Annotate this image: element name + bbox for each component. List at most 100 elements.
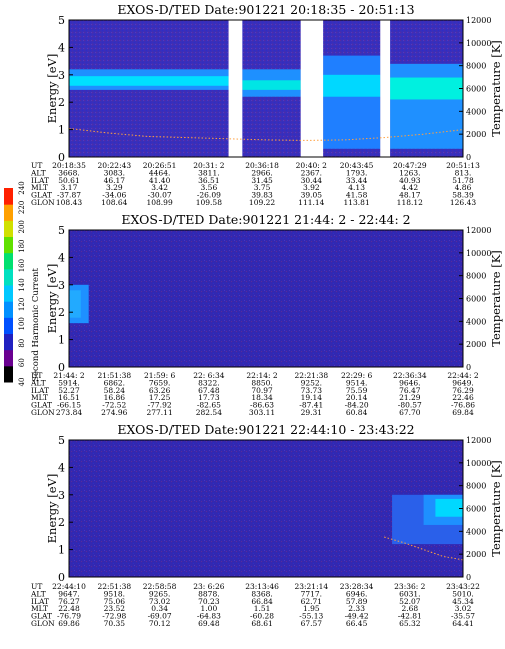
orbit-value: 69.86: [58, 619, 80, 628]
y2-tick-label: 4000: [466, 107, 486, 116]
orbit-value: 70.35: [104, 619, 126, 628]
orbit-value: 108.99: [146, 198, 172, 207]
ion-flux-patch-core: [69, 290, 81, 318]
orbit-value: 23.52: [104, 604, 126, 613]
colorbar-segment: [4, 365, 13, 383]
orbit-value: 70.97: [251, 386, 273, 395]
orbit-value: 18.34: [251, 393, 273, 402]
orbit-value: 70.12: [149, 619, 171, 628]
colorbar-segment: [4, 349, 13, 367]
orbit-value: -60.28: [250, 612, 274, 621]
orbit-value: 29.31: [301, 408, 322, 417]
y-tick-label: 0: [58, 361, 65, 374]
colorbar-segment: [4, 236, 13, 254]
data-gap-3: [380, 20, 391, 157]
energy-band-core-4: [390, 77, 463, 100]
orbit-value: 40.93: [399, 176, 421, 185]
orbit-value: 51.78: [452, 176, 474, 185]
orbit-value: 3.56: [201, 183, 218, 192]
y2-tick-label: 2000: [466, 130, 486, 139]
orbit-value: 274.96: [101, 408, 127, 417]
orbit-value: 23:36: 2: [394, 582, 426, 591]
orbit-value: 22:58:58: [143, 582, 177, 591]
orbit-value: -76.86: [451, 401, 475, 410]
orbit-value: 3.92: [303, 183, 320, 192]
colorbar-segment: [4, 285, 13, 302]
colorbar-tick-label: 240: [18, 181, 26, 194]
orbit-value: 9646.: [399, 378, 420, 387]
orbit-value: 41.40: [149, 176, 171, 185]
orbit-row-label: ALT: [30, 378, 46, 387]
colorbar: 40 60 80 100 120 140 160 180 200 220 240 Second Har…: [4, 181, 41, 386]
orbit-value: 20:18:35: [52, 161, 86, 170]
data-gap-1: [228, 20, 243, 157]
orbit-value: 109.58: [196, 198, 222, 207]
y-tick-label: 1: [58, 544, 65, 557]
orbit-value: -42.81: [398, 612, 422, 621]
orbit-value: -64.83: [197, 612, 221, 621]
energy-band-core-3: [323, 74, 381, 97]
orbit-value: 17.73: [198, 393, 220, 402]
y2-tick-label: 10000: [466, 459, 491, 468]
y2-tick-label: 12000: [466, 16, 491, 25]
orbit-value: 64.41: [452, 619, 473, 628]
colorbar-tick-label: 180: [18, 240, 26, 253]
orbit-value: 62.71: [301, 597, 322, 606]
orbit-value: 66.45: [346, 619, 368, 628]
orbit-row-label: GLON: [31, 198, 55, 207]
orbit-value: 303.11: [249, 408, 275, 417]
orbit-value: 22:36:34: [393, 371, 427, 380]
y2-tick-label: 8000: [466, 272, 486, 281]
orbit-value: 68.61: [251, 619, 272, 628]
orbit-value: 67.57: [301, 619, 323, 628]
data-gap-2: [300, 20, 324, 157]
orbit-value: 8368.: [251, 589, 272, 598]
panel-title: EXOS-D/TED Date:901221 21:44: 2 - 22:44:…: [121, 212, 410, 227]
orbit-value: 6862.: [104, 378, 125, 387]
orbit-value: 2.33: [348, 604, 365, 613]
orbit-value: 36.51: [198, 176, 219, 185]
orbit-value: 22.48: [58, 604, 80, 613]
orbit-value: 22:44: 2: [447, 371, 479, 380]
orbit-value: -87.41: [299, 401, 323, 410]
orbit-value: 3.02: [455, 604, 472, 613]
orbit-value: 50.61: [58, 176, 79, 185]
orbit-value: 1793.: [346, 168, 367, 177]
y-tick-label: 1: [58, 334, 65, 347]
orbit-value: 813.: [455, 168, 472, 177]
y2-tick-label: 4000: [466, 527, 486, 536]
y2-tick-label: 4000: [466, 317, 486, 326]
orbit-row-label: ALT: [30, 168, 46, 177]
orbit-row-label: GLON: [31, 408, 55, 417]
y-tick-label: 2: [58, 306, 65, 319]
orbit-value: 3.75: [254, 183, 271, 192]
orbit-value: 20:40: 2: [296, 161, 328, 170]
spectrogram-background: [69, 230, 463, 367]
colorbar-segment: [4, 188, 13, 205]
spectrogram-panel-3: EXOS-D/TED Date:901221 22:44:10 - 23:43:…: [30, 422, 503, 628]
y2-tick-label: 0: [466, 573, 471, 582]
orbit-value: 22:29: 6: [341, 371, 373, 380]
orbit-row-label: GLAT: [31, 612, 52, 621]
orbit-value: -26.09: [197, 191, 221, 200]
y-tick-label: 5: [58, 14, 65, 27]
orbit-value: 20:51:13: [446, 161, 480, 170]
orbit-value: 3.42: [151, 183, 168, 192]
orbit-value: 108.43: [56, 198, 82, 207]
panel-title: EXOS-D/TED Date:901221 22:44:10 - 23:43:…: [117, 422, 414, 437]
y2-tick-label: 12000: [466, 436, 491, 445]
orbit-value: 3.17: [61, 183, 78, 192]
orbit-value: 4.86: [455, 183, 472, 192]
y2-tick-label: 2000: [466, 550, 486, 559]
orbit-value: -49.42: [345, 612, 369, 621]
y2-tick-label: 10000: [466, 39, 491, 48]
colorbar-tick-label: 220: [18, 201, 26, 214]
y2-tick-label: 10000: [466, 249, 491, 258]
orbit-value: 63.26: [149, 386, 171, 395]
y-tick-label: 3: [58, 279, 65, 292]
y2-tick-label: 0: [466, 363, 471, 372]
orbit-value: 16.86: [104, 393, 126, 402]
orbit-value: 66.84: [251, 597, 273, 606]
colorbar-segment: [4, 252, 13, 270]
orbit-value: 46.17: [104, 176, 126, 185]
